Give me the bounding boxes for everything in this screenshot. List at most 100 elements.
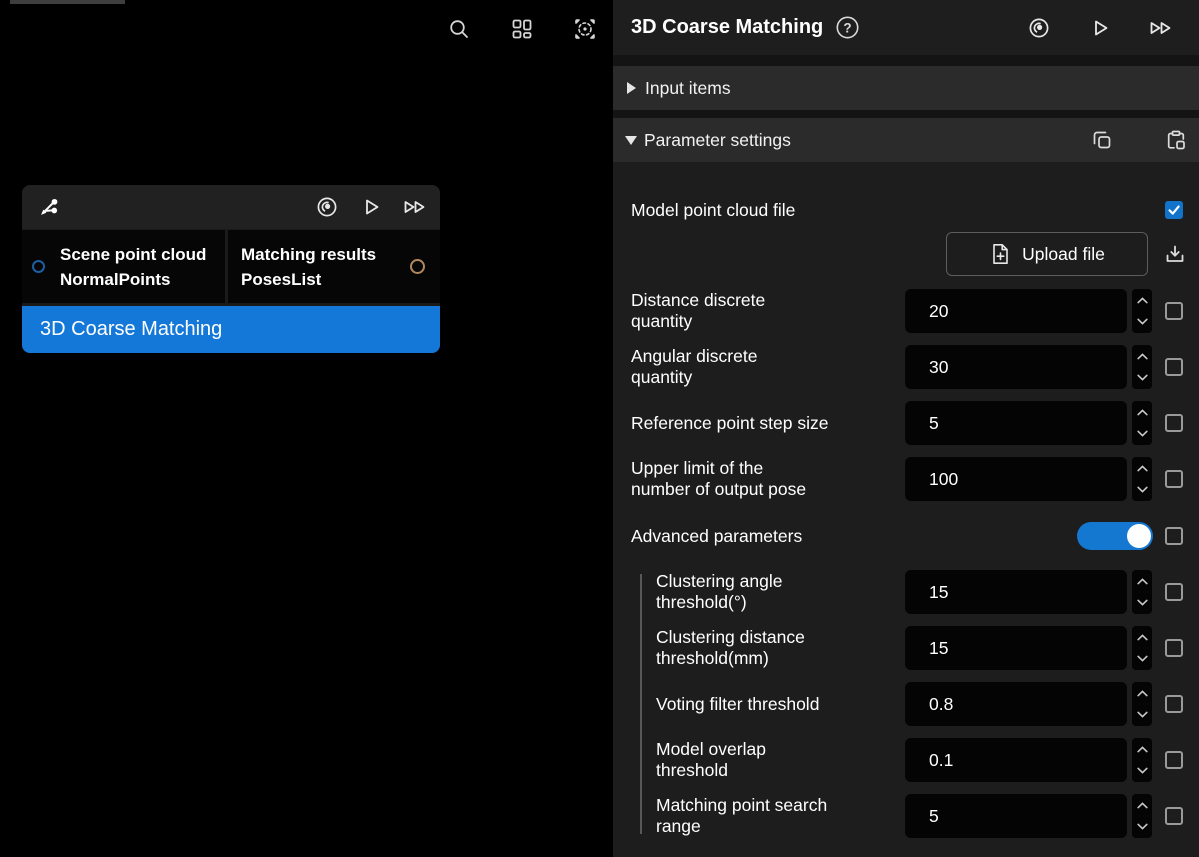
model-point-cloud-checkbox[interactable] — [1165, 201, 1183, 219]
model-overlap-threshold-input[interactable]: 0.1 — [905, 738, 1127, 782]
spinner — [1132, 738, 1152, 782]
matching-point-search-range-input[interactable]: 5 — [905, 794, 1127, 838]
node-input-cell: Scene point cloud NormalPoints — [22, 230, 225, 303]
advanced-parameters-toggle[interactable] — [1077, 522, 1153, 550]
download-icon — [1163, 242, 1187, 266]
matching-point-search-range-checkbox[interactable] — [1165, 807, 1183, 825]
spin-up-button[interactable] — [1136, 634, 1148, 641]
upper-limit-output-pose-checkbox[interactable] — [1165, 470, 1183, 488]
caret-right-icon — [627, 82, 636, 94]
node-run-forward-button[interactable] — [404, 196, 426, 218]
spin-down-button[interactable] — [1136, 374, 1148, 381]
upper-limit-output-pose-input[interactable]: 100 — [905, 457, 1127, 501]
run-forward-icon — [402, 195, 428, 219]
advanced-parameters-checkbox[interactable] — [1165, 527, 1183, 545]
node-title-bar[interactable]: 3D Coarse Matching — [22, 306, 440, 353]
spin-down-button[interactable] — [1136, 486, 1148, 493]
upload-file-button[interactable]: Upload file — [946, 232, 1148, 276]
layout-grid-icon — [510, 17, 534, 41]
node-debug-button[interactable] — [316, 196, 338, 218]
panel-run-forward-button[interactable] — [1149, 16, 1173, 40]
canvas-edge-strip — [10, 0, 125, 4]
angular-discrete-quantity-checkbox[interactable] — [1165, 358, 1183, 376]
clustering-distance-threshold-input[interactable]: 15 — [905, 626, 1127, 670]
output-port-dot[interactable] — [410, 258, 425, 274]
param-label: Clustering distance threshold(mm) — [656, 627, 805, 668]
panel-divider — [613, 55, 1199, 66]
branch-icon — [38, 196, 60, 218]
param-row-distance-discrete-quantity: Distance discrete quantity 20 — [631, 289, 1183, 333]
spin-down-button[interactable] — [1136, 823, 1148, 830]
spin-up-button[interactable] — [1136, 802, 1148, 809]
spin-down-button[interactable] — [1136, 599, 1148, 606]
spin-up-button[interactable] — [1136, 297, 1148, 304]
spin-down-button[interactable] — [1136, 430, 1148, 437]
spin-up-button[interactable] — [1136, 465, 1148, 472]
spin-up-button[interactable] — [1136, 690, 1148, 697]
paste-parameters-button[interactable] — [1164, 128, 1188, 152]
clustering-distance-threshold-checkbox[interactable] — [1165, 639, 1183, 657]
output-port-line1: Matching results — [241, 244, 377, 264]
canvas-toolbar — [446, 16, 598, 42]
spin-down-button[interactable] — [1136, 318, 1148, 325]
locate-button[interactable] — [572, 16, 598, 42]
spin-up-button[interactable] — [1136, 578, 1148, 585]
parameter-settings-content: Model point cloud file — [613, 198, 1199, 838]
search-button[interactable] — [446, 16, 472, 42]
param-label: Upper limit of the number of output pose — [631, 458, 807, 499]
param-row-upper-limit-output-pose: Upper limit of the number of output pose… — [631, 457, 1183, 501]
panel-run-button[interactable] — [1088, 16, 1112, 40]
node-run-button[interactable] — [360, 196, 382, 218]
panel-debug-button[interactable] — [1027, 16, 1051, 40]
angular-discrete-quantity-input[interactable]: 30 — [905, 345, 1127, 389]
node-graph-canvas[interactable]: Scene point cloud NormalPoints Matching … — [0, 0, 613, 857]
spin-down-button[interactable] — [1136, 655, 1148, 662]
param-label: Model overlap threshold — [656, 739, 766, 780]
spin-down-button[interactable] — [1136, 711, 1148, 718]
distance-discrete-quantity-input[interactable]: 20 — [905, 289, 1127, 333]
spin-up-button[interactable] — [1136, 409, 1148, 416]
input-port-dot[interactable] — [32, 259, 45, 273]
layout-button[interactable] — [509, 16, 535, 42]
help-icon: ? — [835, 15, 860, 40]
node-3d-coarse-matching[interactable]: Scene point cloud NormalPoints Matching … — [22, 185, 440, 353]
voting-filter-threshold-checkbox[interactable] — [1165, 695, 1183, 713]
distance-discrete-quantity-checkbox[interactable] — [1165, 302, 1183, 320]
paste-icon — [1164, 128, 1188, 152]
input-items-label: Input items — [645, 77, 731, 98]
copy-parameters-button[interactable] — [1090, 128, 1114, 152]
param-label: Reference point step size — [631, 412, 829, 433]
section-input-items[interactable]: Input items — [613, 66, 1199, 110]
parameter-settings-label: Parameter settings — [644, 129, 791, 150]
spinner — [1132, 626, 1152, 670]
param-label: Distance discrete quantity — [631, 290, 766, 331]
locate-crosshair-icon — [572, 16, 598, 42]
param-row-matching-point-search-range: Matching point search range 5 — [631, 794, 1183, 838]
spin-up-button[interactable] — [1136, 746, 1148, 753]
section-parameter-settings[interactable]: Parameter settings — [613, 118, 1199, 162]
spin-down-button[interactable] — [1136, 767, 1148, 774]
model-point-cloud-row: Model point cloud file — [631, 198, 1183, 222]
input-port-line2: NormalPoints — [60, 269, 171, 289]
reference-point-step-size-checkbox[interactable] — [1165, 414, 1183, 432]
download-file-button[interactable] — [1163, 242, 1187, 266]
clustering-angle-threshold-checkbox[interactable] — [1165, 583, 1183, 601]
param-row-model-overlap-threshold: Model overlap threshold 0.1 — [631, 738, 1183, 782]
voting-filter-threshold-input[interactable]: 0.8 — [905, 682, 1127, 726]
help-button[interactable]: ? — [835, 15, 860, 40]
model-overlap-threshold-checkbox[interactable] — [1165, 751, 1183, 769]
properties-panel: 3D Coarse Matching ? — [613, 0, 1199, 857]
advanced-parameters-row: Advanced parameters — [631, 514, 1183, 558]
panel-title: 3D Coarse Matching — [631, 16, 824, 38]
param-label: Voting filter threshold — [656, 693, 820, 714]
node-toolbar — [22, 185, 440, 229]
param-label: Angular discrete quantity — [631, 346, 758, 387]
run-play-icon — [359, 195, 383, 219]
reference-point-step-size-input[interactable]: 5 — [905, 401, 1127, 445]
debug-target-icon — [1027, 16, 1051, 40]
spin-up-button[interactable] — [1136, 353, 1148, 360]
upload-file-label: Upload file — [1022, 243, 1105, 264]
clustering-angle-threshold-input[interactable]: 15 — [905, 570, 1127, 614]
panel-divider — [613, 110, 1199, 118]
